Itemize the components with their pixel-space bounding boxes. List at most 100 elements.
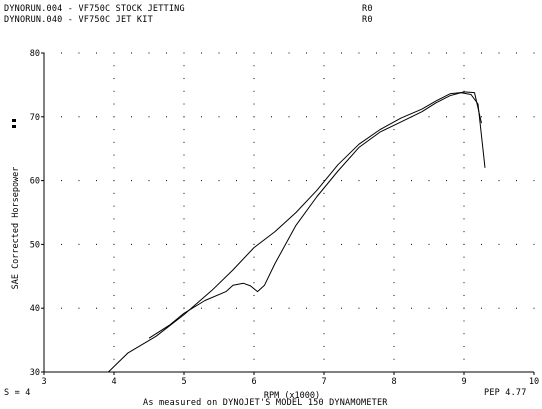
- grid-dot: [393, 294, 395, 296]
- grid-dot: [463, 358, 465, 360]
- grid-dot: [253, 192, 255, 194]
- grid-dot: [236, 180, 237, 182]
- grid-dot: [446, 307, 447, 309]
- grid-dot: [463, 256, 465, 258]
- grid-dot: [253, 333, 255, 335]
- grid-dot: [463, 307, 465, 309]
- grid-dot: [463, 218, 465, 220]
- grid-dot: [288, 243, 290, 245]
- grid-dot: [183, 243, 185, 245]
- grid: [43, 52, 535, 373]
- grid-dot: [393, 231, 395, 233]
- grid-dot: [78, 243, 80, 245]
- run-header-2: DYNORUN.040 - VF750C JET KIT R0: [4, 15, 372, 45]
- grid-dot: [306, 307, 307, 309]
- grid-dot: [96, 52, 97, 54]
- grid-dot: [183, 218, 185, 220]
- grid-dot: [323, 282, 325, 284]
- grid-dot: [183, 205, 185, 207]
- grid-dot: [113, 78, 115, 80]
- grid-dot: [113, 333, 115, 335]
- grid-dot: [218, 307, 220, 309]
- grid-dot: [253, 52, 255, 54]
- grid-dot: [393, 269, 395, 271]
- grid-dot: [358, 243, 360, 245]
- grid-dot: [411, 307, 412, 309]
- series-line-1: [108, 92, 486, 373]
- grid-dot: [393, 358, 395, 360]
- grid-dot: [113, 243, 115, 245]
- grid-dot: [463, 192, 465, 194]
- grid-dot: [201, 243, 202, 245]
- grid-dot: [253, 269, 255, 271]
- grid-dot: [271, 243, 272, 245]
- grid-dot: [481, 243, 482, 245]
- grid-dot: [341, 116, 342, 118]
- grid-dot: [183, 78, 185, 80]
- grid-dot: [463, 154, 465, 156]
- grid-dot: [166, 307, 167, 309]
- grid-dot: [533, 243, 535, 245]
- grid-dot: [516, 116, 517, 118]
- grid-dot: [183, 333, 185, 335]
- grid-dot: [218, 52, 220, 54]
- grid-dot: [533, 52, 535, 54]
- grid-dot: [498, 180, 500, 182]
- grid-dot: [148, 52, 150, 54]
- grid-dot: [498, 52, 500, 54]
- y-tick-label: 40: [30, 304, 40, 314]
- grid-dot: [463, 231, 465, 233]
- grid-dot: [61, 52, 62, 54]
- grid-dot: [463, 294, 465, 296]
- grid-dot: [323, 154, 325, 156]
- grid-dot: [393, 243, 395, 245]
- x-tick-label: 4: [111, 377, 116, 387]
- grid-dot: [183, 320, 185, 322]
- grid-dot: [323, 358, 325, 360]
- grid-dot: [516, 307, 517, 309]
- grid-dot: [411, 243, 412, 245]
- grid-dot: [306, 52, 307, 54]
- grid-dot: [428, 52, 430, 54]
- x-tick-label: 6: [251, 377, 256, 387]
- grid-dot: [253, 294, 255, 296]
- grid-dot: [78, 116, 80, 118]
- grid-dot: [481, 307, 482, 309]
- grid-dot: [236, 52, 237, 54]
- grid-dot: [183, 167, 185, 169]
- grid-dot: [516, 180, 517, 182]
- grid-dot: [481, 180, 482, 182]
- grid-dot: [183, 358, 185, 360]
- measured-note: As measured on DYNOJET'S MODEL 150 DYNAM…: [143, 398, 388, 408]
- grid-dot: [463, 243, 465, 245]
- grid-dot: [323, 294, 325, 296]
- grid-dot: [183, 129, 185, 131]
- grid-dot: [323, 192, 325, 194]
- grid-dot: [271, 116, 272, 118]
- grid-dot: [393, 205, 395, 207]
- grid-dot: [463, 180, 465, 182]
- grid-dot: [323, 78, 325, 80]
- grid-dot: [253, 141, 255, 143]
- grid-dot: [253, 116, 255, 118]
- grid-dot: [61, 243, 62, 245]
- grid-dot: [393, 320, 395, 322]
- grid-dot: [253, 167, 255, 169]
- grid-dot: [358, 307, 360, 309]
- grid-dot: [341, 307, 342, 309]
- x-axis-label: RPM (x1000): [264, 391, 320, 401]
- grid-dot: [236, 116, 237, 118]
- grid-dot: [113, 141, 115, 143]
- grid-dot: [288, 116, 290, 118]
- grid-dot: [201, 180, 202, 182]
- grid-dot: [463, 90, 465, 92]
- grid-dot: [201, 116, 202, 118]
- grid-dot: [288, 180, 290, 182]
- grid-dot: [253, 218, 255, 220]
- grid-dot: [498, 243, 500, 245]
- grid-dot: [166, 180, 167, 182]
- grid-dot: [113, 231, 115, 233]
- grid-dot: [393, 167, 395, 169]
